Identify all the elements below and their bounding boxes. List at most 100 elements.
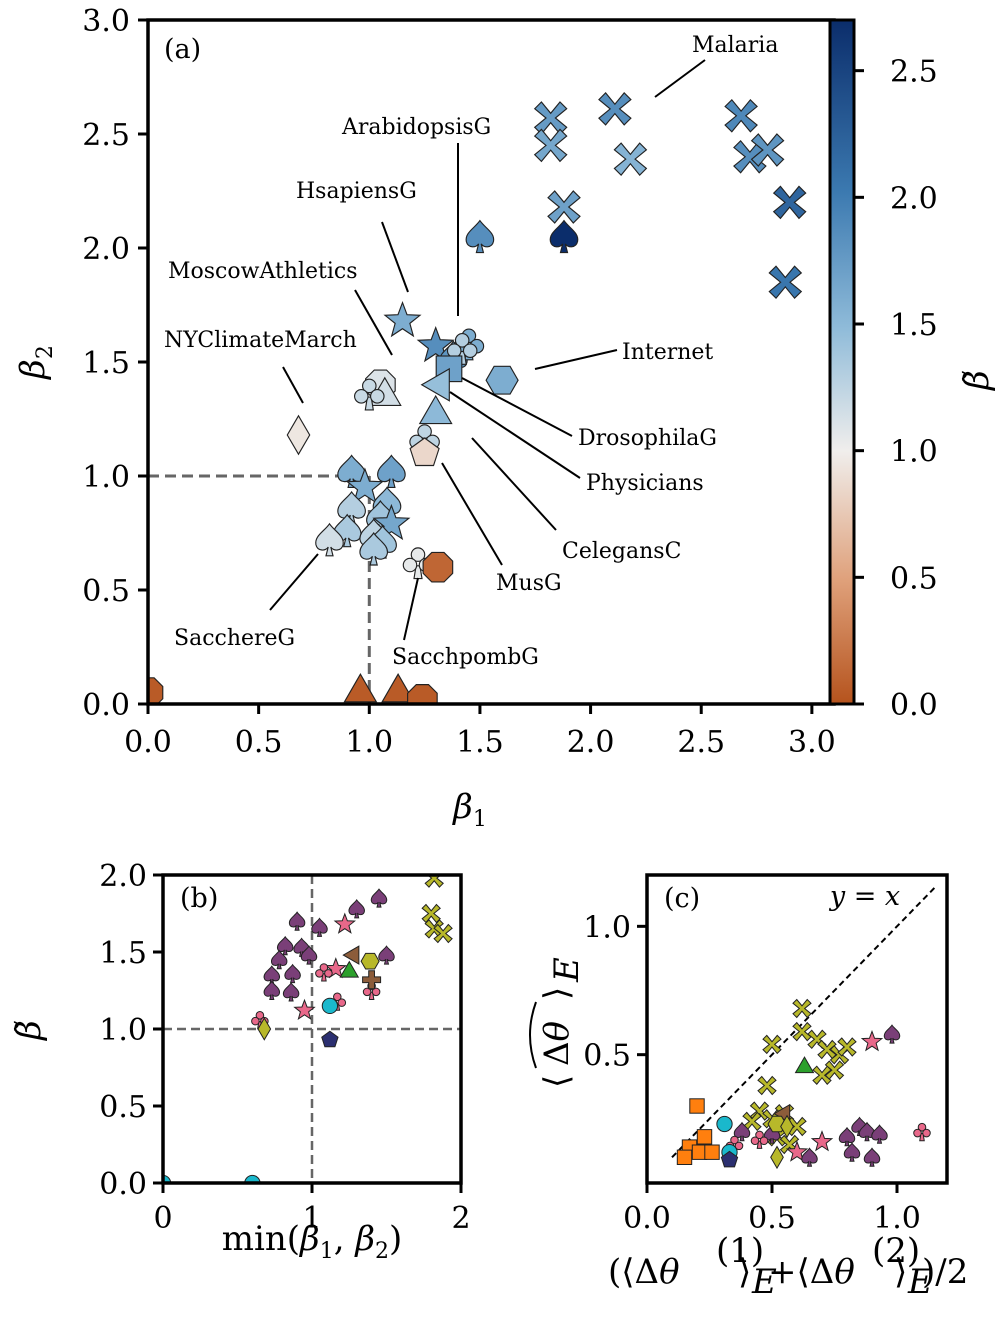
data-point-cross (724, 98, 758, 133)
annotation-leader (449, 391, 581, 479)
panel-c-ylabel: ⟨ Δθ ⟩ E (529, 957, 587, 1088)
data-point-star (860, 1030, 884, 1052)
annotation-label: SacchpombG (392, 645, 539, 670)
y-tick-label: 0.5 (82, 574, 130, 609)
data-point-star (324, 957, 347, 979)
y-tick-label: 1.0 (583, 910, 631, 945)
x-tick-label: 1.0 (873, 1201, 921, 1236)
y-tick-label: 1.5 (82, 346, 130, 381)
y-tick-label: 0.5 (99, 1090, 147, 1125)
annotation-label: MusG (496, 571, 562, 596)
x-tick-label: 2 (451, 1201, 470, 1236)
panel-b-ticks: 0 1 2 0.0 0.5 1.0 1.5 2.0 (99, 859, 470, 1236)
annotation-leader (381, 221, 409, 293)
svg-text:E: E (547, 957, 587, 983)
data-point-square (704, 1144, 720, 1160)
annotation-label: Physicians (586, 471, 704, 496)
data-point-diamond (770, 1145, 784, 1170)
y-tick-label: 1.0 (82, 460, 130, 495)
x-tick-label: 0 (153, 1201, 172, 1236)
y-tick-label: 1.0 (99, 1013, 147, 1048)
data-point-spade (883, 1024, 901, 1044)
annotation-label: CelegansC (562, 539, 681, 564)
annotation-leader (269, 553, 319, 611)
data-point-circle (244, 1174, 261, 1183)
annotation-label: MoscowAthletics (168, 259, 358, 284)
annotation-leader (403, 577, 419, 641)
data-point-square (689, 1098, 705, 1114)
data-point-cross (817, 1039, 837, 1060)
colorbar-tick-label: 2.0 (890, 181, 938, 216)
svg-text:(⟨Δθ: (⟨Δθ (608, 1252, 680, 1292)
data-point-spade (871, 1124, 888, 1144)
data-point-cross (613, 142, 648, 176)
y-tick-label: 0.0 (99, 1167, 147, 1202)
panel-c-xlabel: (⟨Δθ (1) ⟩ E +⟨Δθ (2) ⟩ E )/2 (608, 1231, 968, 1302)
x-tick-label: 1 (302, 1201, 321, 1236)
data-point-club (913, 1122, 931, 1142)
data-point-star (333, 912, 356, 934)
data-point-spade (370, 888, 388, 908)
panel-b-xlabel: min(β1, β2) (222, 1219, 402, 1264)
data-point-pentagon (321, 1030, 339, 1048)
panel-c-frame (645, 873, 949, 1185)
data-point-triangle_left (420, 367, 450, 402)
data-point-circle (321, 997, 339, 1015)
data-point-diamond (286, 414, 311, 456)
data-point-diamond (780, 1114, 794, 1139)
data-point-spade (549, 219, 579, 254)
panel-b-label: (b) (180, 883, 218, 914)
data-point-club (354, 378, 385, 411)
panel-c-label: (c) (664, 883, 700, 914)
data-point-cross (792, 1021, 812, 1042)
data-point-star (416, 325, 455, 363)
reference-line (671, 887, 936, 1159)
annotation-label: SacchereG (174, 626, 295, 651)
colorbar-tick-label: 0.5 (890, 561, 938, 596)
data-point-triangle (343, 673, 378, 703)
x-tick-label: 0.0 (124, 725, 172, 760)
data-point-triangle (418, 394, 453, 425)
colorbar-tick-label: 2.5 (890, 55, 938, 90)
data-point-cross (547, 190, 581, 224)
data-point-pentagon (409, 437, 440, 467)
svg-text:⟨: ⟨ (537, 1075, 577, 1088)
annotation-label: Internet (622, 340, 713, 365)
data-point-spade (300, 945, 318, 965)
data-point-star (345, 467, 384, 504)
annotation-label: ArabidopsisG (341, 115, 491, 140)
annotation-label: HsapiensG (296, 179, 417, 204)
data-point-spade (263, 980, 280, 1000)
panel-a-annotations: Malaria ArabidopsisG HsapiensG MoscowAthlet… (164, 33, 778, 670)
svg-text:(2): (2) (872, 1231, 920, 1271)
annotation-leader (471, 437, 557, 531)
svg-text:(1): (1) (716, 1231, 764, 1271)
svg-text:+⟨Δθ: +⟨Δθ (768, 1252, 855, 1292)
data-point-club (315, 963, 333, 982)
data-point-spade (282, 982, 300, 1002)
data-point-spade (359, 531, 388, 566)
data-point-cross (837, 1037, 857, 1057)
svg-text:⟩: ⟩ (738, 1252, 751, 1292)
panel-b-ylabel: β̃ (9, 1020, 49, 1042)
data-point-octagon (148, 677, 164, 704)
svg-text:⟩: ⟩ (537, 987, 577, 1000)
panel-a-label: (a) (164, 34, 201, 65)
data-point-spade (271, 949, 288, 970)
x-tick-label: 2.5 (677, 725, 725, 760)
svg-text:)/2: )/2 (922, 1252, 968, 1292)
colorbar-tick-label: 0.0 (890, 688, 938, 723)
colorbar-label: β̃ (957, 370, 996, 392)
data-point-club (446, 333, 478, 365)
data-point-spade (378, 945, 395, 965)
panel-a-ylabel: β2 (13, 345, 58, 381)
data-point-cross (768, 265, 803, 300)
data-point-club (750, 1130, 769, 1149)
annotation-leader (654, 59, 706, 98)
y-tick-label: 3.0 (82, 4, 130, 39)
svg-text:⟩: ⟩ (894, 1252, 907, 1292)
panel-a-markers (148, 92, 807, 704)
colorbar-ticks: 0.0 0.5 1.0 1.5 2.0 2.5 (854, 55, 938, 723)
data-point-star (810, 1130, 834, 1152)
data-point-star (293, 998, 316, 1021)
